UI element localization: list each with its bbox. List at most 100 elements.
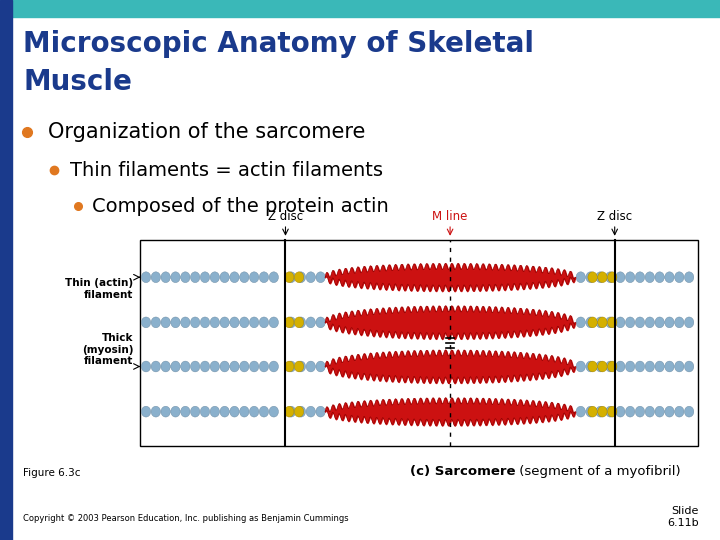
Text: 6.11b: 6.11b [667, 518, 698, 528]
Ellipse shape [220, 406, 229, 417]
Ellipse shape [161, 272, 171, 282]
Ellipse shape [210, 317, 220, 328]
Ellipse shape [586, 272, 595, 282]
Ellipse shape [635, 272, 644, 282]
Ellipse shape [200, 317, 210, 328]
Text: Figure 6.3c: Figure 6.3c [23, 468, 81, 478]
Ellipse shape [220, 272, 229, 282]
Ellipse shape [665, 361, 674, 372]
Ellipse shape [259, 272, 269, 282]
Ellipse shape [586, 361, 595, 372]
Ellipse shape [665, 406, 674, 417]
Ellipse shape [316, 361, 325, 372]
Ellipse shape [284, 317, 294, 328]
Text: Thin (actin)
filament: Thin (actin) filament [65, 278, 133, 300]
Ellipse shape [249, 406, 258, 417]
Ellipse shape [287, 406, 296, 417]
Ellipse shape [181, 406, 190, 417]
Ellipse shape [598, 406, 607, 417]
Ellipse shape [306, 317, 315, 328]
Ellipse shape [576, 317, 585, 328]
Ellipse shape [598, 272, 607, 282]
Ellipse shape [141, 406, 150, 417]
Ellipse shape [200, 406, 210, 417]
Text: Z disc: Z disc [268, 210, 303, 223]
Ellipse shape [284, 272, 294, 282]
Ellipse shape [171, 406, 180, 417]
Ellipse shape [626, 406, 635, 417]
Ellipse shape [675, 317, 684, 328]
Ellipse shape [259, 361, 269, 372]
Ellipse shape [249, 317, 258, 328]
Ellipse shape [635, 317, 644, 328]
Ellipse shape [626, 272, 635, 282]
Ellipse shape [269, 406, 279, 417]
Ellipse shape [606, 317, 615, 328]
Ellipse shape [576, 272, 585, 282]
Ellipse shape [269, 361, 279, 372]
Ellipse shape [287, 317, 296, 328]
Ellipse shape [269, 272, 279, 282]
Ellipse shape [294, 361, 304, 372]
Ellipse shape [141, 272, 150, 282]
Ellipse shape [685, 361, 694, 372]
Ellipse shape [655, 361, 665, 372]
Ellipse shape [306, 361, 315, 372]
Ellipse shape [616, 406, 625, 417]
Ellipse shape [171, 361, 180, 372]
Ellipse shape [306, 406, 315, 417]
Ellipse shape [240, 272, 249, 282]
Ellipse shape [259, 406, 269, 417]
Ellipse shape [296, 317, 305, 328]
Bar [140, 240, 698, 446]
Ellipse shape [685, 272, 694, 282]
Ellipse shape [598, 317, 607, 328]
Text: Thin filaments = actin filaments: Thin filaments = actin filaments [70, 160, 383, 180]
Ellipse shape [230, 361, 239, 372]
Ellipse shape [296, 272, 305, 282]
Ellipse shape [220, 361, 229, 372]
Ellipse shape [626, 361, 635, 372]
Ellipse shape [588, 272, 598, 282]
Ellipse shape [675, 361, 684, 372]
Ellipse shape [685, 317, 694, 328]
Ellipse shape [606, 272, 615, 282]
Ellipse shape [595, 406, 605, 417]
Ellipse shape [616, 272, 625, 282]
Ellipse shape [595, 272, 605, 282]
Ellipse shape [220, 317, 229, 328]
Text: Microscopic Anatomy of Skeletal: Microscopic Anatomy of Skeletal [23, 30, 534, 58]
Ellipse shape [635, 361, 644, 372]
Ellipse shape [269, 317, 279, 328]
Ellipse shape [181, 317, 190, 328]
Ellipse shape [675, 406, 684, 417]
Ellipse shape [230, 317, 239, 328]
Ellipse shape [249, 272, 258, 282]
Ellipse shape [230, 272, 239, 282]
Ellipse shape [240, 361, 249, 372]
Ellipse shape [595, 361, 605, 372]
Ellipse shape [284, 406, 294, 417]
Ellipse shape [287, 272, 296, 282]
Ellipse shape [665, 317, 674, 328]
Ellipse shape [161, 406, 171, 417]
Bar [0, 0, 12, 540]
Ellipse shape [210, 361, 220, 372]
Ellipse shape [608, 361, 617, 372]
Ellipse shape [626, 317, 635, 328]
Ellipse shape [655, 272, 665, 282]
Text: Z disc: Z disc [597, 210, 632, 223]
Text: Organization of the sarcomere: Organization of the sarcomere [48, 122, 365, 143]
Text: Copyright © 2003 Pearson Education, Inc. publishing as Benjamin Cummings: Copyright © 2003 Pearson Education, Inc.… [23, 514, 348, 523]
Ellipse shape [576, 361, 585, 372]
Ellipse shape [608, 406, 617, 417]
Ellipse shape [151, 361, 161, 372]
Ellipse shape [296, 361, 305, 372]
Ellipse shape [151, 317, 161, 328]
Ellipse shape [161, 361, 171, 372]
Ellipse shape [635, 406, 644, 417]
Text: Slide: Slide [671, 505, 698, 516]
Ellipse shape [151, 406, 161, 417]
Ellipse shape [161, 317, 171, 328]
Ellipse shape [210, 272, 220, 282]
